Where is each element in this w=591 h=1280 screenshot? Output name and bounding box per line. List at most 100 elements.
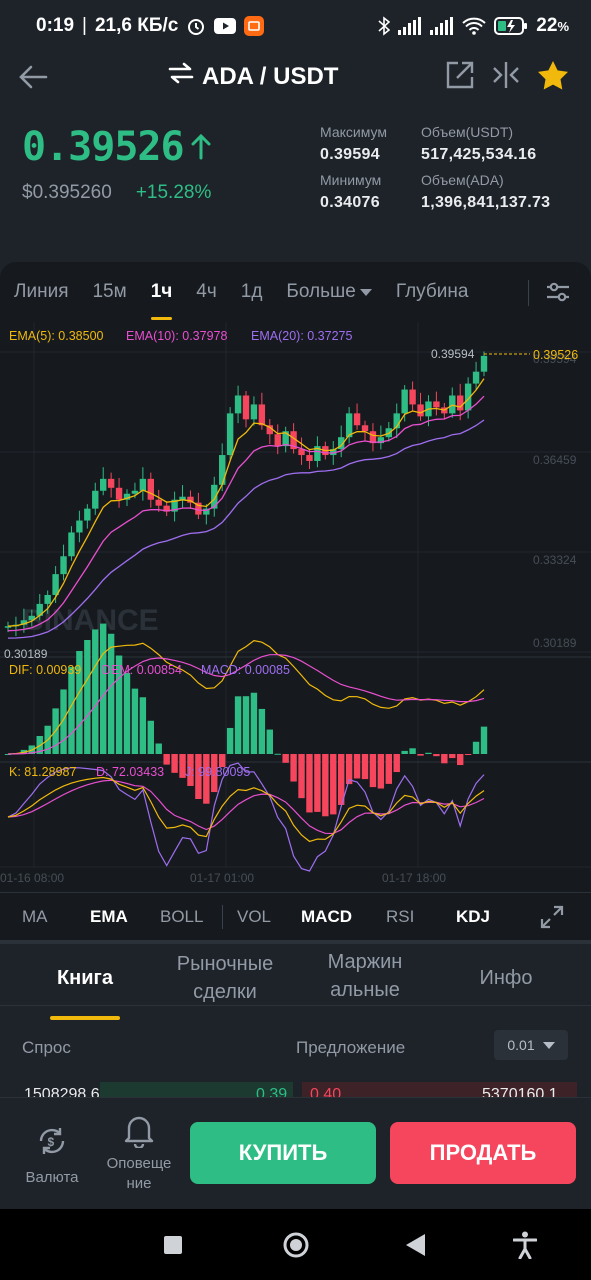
candle-up — [203, 508, 210, 515]
macd-bar-down — [290, 754, 297, 782]
price-markers: 0.39594 0.39526 0.30189 — [4, 347, 578, 661]
indicator-vol[interactable]: VOL — [237, 906, 272, 926]
candle-down — [306, 455, 313, 461]
status-bar: 0:19 | 21,6 КБ/с 22% — [0, 0, 591, 52]
j-label: J: 99.80095 — [185, 765, 250, 779]
macd-bar-up — [409, 748, 416, 754]
high-label: Максимум — [320, 124, 387, 140]
back-nav-icon[interactable] — [406, 1234, 426, 1261]
macd-bar-up — [480, 726, 488, 754]
candle-up — [4, 626, 12, 628]
recents-icon[interactable] — [164, 1236, 182, 1259]
tab-book[interactable]: Книга — [40, 964, 130, 1020]
accessibility-icon[interactable] — [512, 1231, 538, 1264]
share-icon[interactable] — [445, 60, 475, 95]
caret-down-icon — [542, 1037, 555, 1053]
buy-button[interactable]: КУПИТЬ — [190, 1122, 376, 1184]
indicator-kdj[interactable]: KDJ — [456, 906, 491, 926]
candle-up — [449, 395, 456, 414]
tab-15m[interactable]: 15м — [92, 281, 127, 302]
candle-up — [219, 455, 226, 485]
d-label: D: 72.03433 — [96, 765, 164, 779]
kline-chart[interactable]: BINANCE 0.39594 0.36459 0.33324 0.30189 01-… — [0, 322, 591, 892]
time-axis: 01-16 08:00 01-17 01:00 01-17 18:00 — [0, 871, 446, 885]
tab-1h[interactable]: 1ч — [150, 262, 172, 322]
tab-line[interactable]: Линия — [14, 281, 69, 302]
macd-bar-down — [306, 754, 313, 813]
pair-header: ADA / USDT — [0, 52, 591, 102]
low-label: Минимум — [320, 172, 382, 188]
tab-market-trades[interactable]: Рыночные сделки — [160, 950, 290, 1006]
split-icon[interactable] — [491, 60, 521, 95]
candle-up — [314, 446, 321, 461]
tab-margin-line2: альные — [330, 979, 400, 1001]
macd-bar-up — [107, 633, 115, 754]
ticker-summary: 0.39526 $0.395260 +15.28% — [22, 124, 212, 204]
macd-bar-down — [322, 754, 329, 817]
ema-lines — [7, 378, 485, 639]
candle-down — [258, 404, 266, 426]
tab-1d[interactable]: 1д — [240, 281, 263, 302]
tab-margin[interactable]: Маржин альные — [305, 948, 425, 1004]
indicator-ema[interactable]: EMA — [90, 906, 128, 926]
indicator-macd[interactable]: MACD — [301, 906, 352, 926]
tab-more[interactable]: Больше — [286, 262, 372, 322]
macd-bar-down — [369, 754, 377, 788]
candle-up — [44, 594, 51, 604]
macd-legend: DIF: 0.00939 DEM: 0.00854 MACD: 0.00085 — [9, 663, 290, 677]
d-line — [7, 779, 485, 835]
macd-bar-up — [131, 688, 139, 754]
candle-down — [298, 449, 305, 456]
alerts-button[interactable]: Оповеще ние — [104, 1114, 174, 1194]
macd-bar-up — [425, 752, 432, 754]
indicator-boll[interactable]: BOLL — [160, 906, 204, 926]
caret-down-icon — [359, 281, 372, 303]
candle-down — [433, 401, 440, 408]
bid-price: 0.39 — [256, 1086, 288, 1100]
pair-title: ADA / USDT — [202, 62, 339, 90]
tab-info-label: Инфо — [479, 967, 533, 989]
action-bar: $ Валюта Оповеще ние КУПИТЬ ПРОДАТЬ — [0, 1097, 591, 1209]
star-icon[interactable] — [537, 60, 569, 95]
indicator-ma[interactable]: MA — [22, 906, 48, 926]
order-book-row[interactable]: 1508298.6 0.39 0.40 5370160.1 — [0, 1082, 591, 1100]
swap-icon — [168, 62, 194, 91]
candle-down — [266, 425, 273, 435]
ema-legend: EMA(5): 0.38500 EMA(10): 0.37978 EMA(20)… — [9, 329, 352, 343]
tab-4h[interactable]: 4ч — [196, 281, 217, 302]
macd-bar-down — [298, 754, 305, 799]
back-arrow-icon[interactable] — [16, 60, 50, 94]
price-step-select[interactable]: 0.01 — [494, 1030, 568, 1060]
macd-bar-up — [266, 729, 273, 754]
order-book-section: Книга Рыночные сделки Маржин альные Инфо… — [0, 940, 591, 1108]
divider — [528, 280, 529, 306]
candle-down — [290, 431, 297, 450]
tab-info[interactable]: Инфо — [466, 964, 546, 992]
home-icon[interactable] — [282, 1231, 310, 1264]
youtube-icon — [214, 18, 237, 34]
time-tick-label: 01-17 01:00 — [190, 871, 254, 885]
j-line — [7, 762, 485, 872]
tab-depth[interactable]: Глубина — [395, 281, 469, 302]
price-tick-label: 0.30189 — [533, 636, 577, 650]
macd-bar-up — [115, 655, 123, 754]
indicator-rsi[interactable]: RSI — [386, 906, 415, 926]
macd-bar-up — [250, 692, 258, 754]
candle-up — [480, 355, 488, 372]
dem-line — [7, 654, 485, 755]
currency-label: Валюта — [25, 1169, 79, 1186]
pair-selector[interactable]: ADA / USDT — [168, 62, 338, 91]
chart-settings-icon[interactable] — [544, 278, 572, 312]
currency-button[interactable]: $ Валюта — [18, 1124, 86, 1188]
candle-up — [282, 431, 289, 447]
fullscreen-icon[interactable] — [540, 905, 564, 934]
macd-bar-down — [203, 754, 210, 804]
sell-button[interactable]: ПРОДАТЬ — [390, 1122, 576, 1184]
macd-bar-up — [60, 689, 67, 754]
candle-up — [20, 620, 28, 625]
macd-bar-up — [234, 696, 242, 754]
high-value: 0.39594 — [320, 146, 380, 163]
price-tick-label: 0.33324 — [533, 553, 577, 567]
candle-down — [417, 404, 424, 417]
macd-bar-up — [472, 741, 480, 754]
